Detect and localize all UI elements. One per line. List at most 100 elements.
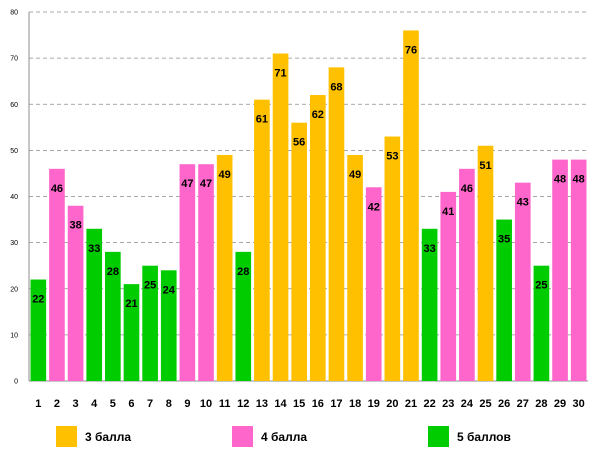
- data-label: 61: [256, 114, 268, 126]
- bar: [365, 187, 382, 381]
- bar: [105, 251, 121, 381]
- data-labels: 22 46 38 33 28 21 25 24 47 47 49 28 61 71 56 62 68 49 42 53…: [32, 44, 585, 310]
- bar: [403, 30, 419, 381]
- y-tick-label: 80: [10, 10, 18, 17]
- bar: [328, 67, 345, 381]
- data-label: 46: [51, 183, 63, 195]
- legend-item: 5 баллов: [428, 426, 511, 447]
- axes: [28, 12, 588, 382]
- x-tick-label: 28: [535, 398, 547, 410]
- data-label: 38: [69, 220, 81, 232]
- x-tick-label: 18: [349, 398, 361, 410]
- data-label: 25: [535, 280, 547, 292]
- data-label: 35: [498, 234, 510, 246]
- y-tick-label: 10: [10, 332, 18, 339]
- bar: [440, 191, 457, 381]
- data-label: 33: [88, 243, 100, 255]
- x-tick-label: 14: [274, 398, 287, 410]
- y-tick-label: 60: [10, 102, 18, 109]
- x-tick-label: 17: [330, 398, 342, 410]
- legend-label: 3 балла: [85, 430, 131, 444]
- x-tick-label: 1: [35, 398, 41, 410]
- bar: [198, 164, 214, 381]
- legend-swatch: [232, 426, 253, 447]
- legend-label: 5 баллов: [457, 430, 511, 444]
- x-tick-label: 5: [110, 398, 116, 410]
- data-label: 47: [181, 178, 193, 190]
- x-tick-label: 2: [54, 398, 60, 410]
- y-tick-label: 70: [10, 56, 18, 63]
- data-label: 49: [219, 169, 231, 181]
- data-label: 71: [274, 68, 286, 80]
- data-label: 33: [423, 243, 435, 255]
- x-tick-label: 4: [91, 398, 98, 410]
- y-tick-labels: 0 10 20 30 40 50 60 70 80: [10, 10, 18, 386]
- x-tick-label: 23: [442, 398, 454, 410]
- data-label: 28: [107, 266, 119, 278]
- bar: [533, 265, 550, 381]
- bar: [216, 154, 233, 381]
- bar: [552, 159, 568, 381]
- data-label: 24: [163, 284, 176, 296]
- data-label: 22: [32, 294, 44, 306]
- legend-label: 4 балла: [261, 430, 307, 444]
- x-tick-label: 12: [237, 398, 249, 410]
- x-tick-label: 22: [423, 398, 435, 410]
- legend-item: 3 балла: [56, 426, 131, 447]
- data-label: 47: [200, 178, 212, 190]
- bar: [160, 270, 177, 381]
- x-tick-label: 21: [405, 398, 417, 410]
- x-tick-label: 29: [554, 398, 566, 410]
- bar: [179, 164, 196, 381]
- x-tick-labels: 1 2 3 4 5 6 7 8 9 10 11 12 13 14 15 16 17 18 19 20 21 22 23 24 2…: [35, 398, 585, 410]
- bar: [86, 228, 103, 381]
- bar: [291, 122, 308, 381]
- x-tick-label: 6: [128, 398, 134, 410]
- x-tick-label: 7: [147, 398, 153, 410]
- data-label: 42: [368, 201, 380, 213]
- y-tick-label: 20: [10, 286, 18, 293]
- bar: [514, 182, 531, 381]
- bar: [384, 136, 401, 381]
- bar: [235, 251, 252, 381]
- bar: [272, 53, 289, 381]
- data-label: 76: [405, 44, 417, 56]
- data-label: 48: [554, 174, 566, 186]
- data-label: 41: [442, 206, 454, 218]
- bar: [459, 168, 475, 381]
- bar: [142, 265, 158, 381]
- grid-lines: [29, 11, 588, 336]
- y-tick-label: 0: [14, 379, 18, 386]
- data-label: 25: [144, 280, 156, 292]
- bar: [570, 159, 587, 381]
- bar: [477, 145, 494, 381]
- x-tick-label: 3: [73, 398, 79, 410]
- data-label: 68: [330, 81, 342, 93]
- y-tick-label: 50: [10, 148, 18, 155]
- x-tick-label: 26: [498, 398, 510, 410]
- y-tick-label: 40: [10, 194, 18, 201]
- data-label: 48: [573, 174, 585, 186]
- data-label: 53: [386, 151, 398, 163]
- x-tick-label: 15: [293, 398, 305, 410]
- data-label: 51: [479, 160, 491, 172]
- bar: [30, 279, 47, 381]
- bar: [49, 168, 65, 381]
- x-tick-label: 19: [368, 398, 380, 410]
- data-label: 62: [312, 109, 324, 121]
- data-label: 49: [349, 169, 361, 181]
- legend-swatch: [428, 426, 449, 447]
- bar: [347, 154, 363, 381]
- x-tick-label: 20: [386, 398, 398, 410]
- x-tick-label: 10: [200, 398, 212, 410]
- bars: [30, 30, 587, 382]
- legend-item: 4 балла: [232, 426, 307, 447]
- legend: 3 балла 4 балла 5 баллов: [56, 426, 511, 447]
- bar: [67, 205, 84, 381]
- data-label: 28: [237, 266, 249, 278]
- y-tick-label: 30: [10, 240, 18, 247]
- data-label: 43: [517, 197, 529, 209]
- x-tick-label: 9: [184, 398, 190, 410]
- bar: [123, 284, 140, 381]
